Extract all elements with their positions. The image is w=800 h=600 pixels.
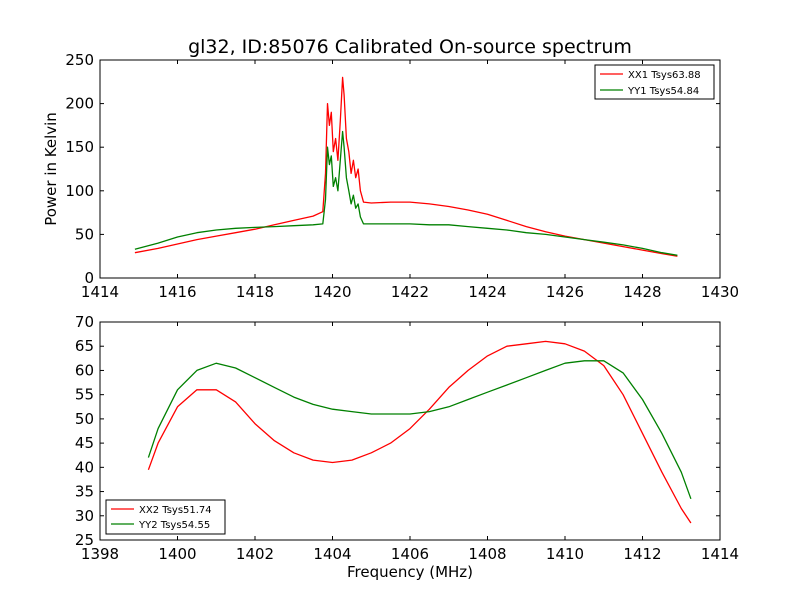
x-tick-label: 1424 <box>468 283 506 301</box>
legend-box <box>594 64 715 100</box>
x-tick-label: 1416 <box>158 283 196 301</box>
x-tick-label: 1426 <box>546 283 584 301</box>
x-tick-label: 1408 <box>468 545 506 563</box>
y-axis-label: Power in Kelvin <box>42 112 60 226</box>
chart-title: gl32, ID:85076 Calibrated On-source spec… <box>188 36 632 58</box>
legend-label-yy2: YY2 Tsys54.55 <box>138 520 210 531</box>
y-tick-label: 65 <box>75 337 94 355</box>
x-tick-label: 1404 <box>313 545 351 563</box>
series-line-yy1 <box>134 130 678 256</box>
bottom-chart: Frequency (MHz) 1398 1400 1402 1404 1406 1408… <box>75 313 739 581</box>
y-tick-label: 60 <box>75 361 94 379</box>
x-tick-label: 1400 <box>158 545 196 563</box>
y-tick-label: 50 <box>75 410 94 428</box>
series-line-xx1 <box>134 76 678 257</box>
y-tick-label: 0 <box>84 269 94 287</box>
y-tick-label: 40 <box>75 458 94 476</box>
y-tick-label: 150 <box>65 138 94 156</box>
x-tick-label: 1430 <box>701 283 739 301</box>
legend-label-xx2: XX2 Tsys51.74 <box>139 505 212 516</box>
y-tick-label: 30 <box>75 507 94 525</box>
x-tick-label: 1410 <box>546 545 584 563</box>
y-tick-label: 50 <box>75 225 94 243</box>
x-tick-label: 1418 <box>236 283 274 301</box>
y-tick-label: 70 <box>75 313 94 331</box>
y-tick-label: 200 <box>65 95 94 113</box>
top-plot-area: 1414 1416 1418 1420 1422 1424 1426 1428 1430 0 50 1… <box>65 51 739 301</box>
y-tick-label: 250 <box>65 51 94 69</box>
y-tick-label: 35 <box>75 483 94 501</box>
y-tick-label: 25 <box>75 531 94 549</box>
legend-box <box>105 499 226 535</box>
bottom-plot-area: 1398 1400 1402 1404 1406 1408 1410 1412 1414 25 30… <box>75 313 739 563</box>
y-tick-label: 45 <box>75 434 94 452</box>
y-tick-label: 100 <box>65 182 94 200</box>
x-tick-label: 1402 <box>236 545 274 563</box>
legend-label-yy1: YY1 Tsys54.84 <box>627 86 699 97</box>
x-tick-label: 1414 <box>81 283 119 301</box>
top-chart: gl32, ID:85076 Calibrated On-source spec… <box>42 36 739 301</box>
x-tick-label: 1420 <box>313 283 351 301</box>
x-axis-label: Frequency (MHz) <box>347 563 473 581</box>
x-tick-label: 1406 <box>391 545 429 563</box>
series-line-yy2 <box>147 360 692 500</box>
y-tick-label: 55 <box>75 386 94 404</box>
x-tick-label: 1428 <box>623 283 661 301</box>
top-legend: XX1 Tsys63.88 YY1 Tsys54.84 <box>594 64 715 100</box>
x-tick-label: 1398 <box>81 545 119 563</box>
x-tick-label: 1412 <box>623 545 661 563</box>
bottom-legend: XX2 Tsys51.74 YY2 Tsys54.55 <box>105 499 226 535</box>
x-tick-label: 1414 <box>701 545 739 563</box>
legend-label-xx1: XX1 Tsys63.88 <box>628 70 701 81</box>
x-tick-label: 1422 <box>391 283 429 301</box>
series-line-xx2 <box>147 340 692 524</box>
